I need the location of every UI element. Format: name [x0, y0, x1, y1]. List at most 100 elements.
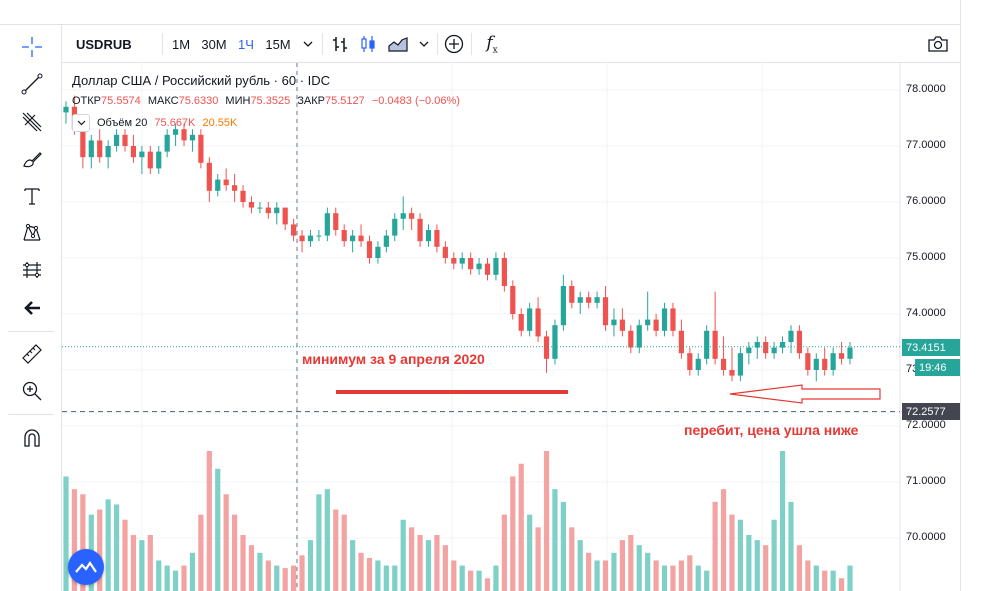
- volume-bar: [71, 489, 78, 591]
- candle-body: [341, 230, 347, 242]
- volume-bar: [628, 535, 634, 591]
- candle-body: [729, 370, 735, 376]
- pattern-tool-button[interactable]: [14, 216, 50, 250]
- interval-dropdown-button[interactable]: [298, 25, 318, 63]
- volume-bar: [324, 489, 330, 591]
- indicators-button[interactable]: fx: [477, 25, 507, 63]
- candle-body: [459, 258, 465, 264]
- volume-bar: [434, 535, 440, 591]
- candle-body: [156, 151, 162, 169]
- low-label: МИН: [225, 95, 251, 107]
- volume-bar: [763, 545, 769, 591]
- candle-body: [88, 140, 94, 158]
- brush-tool-button[interactable]: [14, 142, 50, 176]
- candle-body: [451, 258, 457, 264]
- cloud-logo-icon: [75, 561, 97, 573]
- interval-30m-label: 30M: [201, 36, 227, 52]
- interval-30m-button[interactable]: 30M: [198, 25, 230, 63]
- measure-tool-button[interactable]: [14, 337, 50, 371]
- volume-bar: [139, 540, 145, 591]
- candle-body: [552, 325, 558, 359]
- fib-tool-button[interactable]: [14, 105, 50, 139]
- volume-bar: [510, 476, 516, 591]
- top-toolbar: USDRUB 1M 30M 1Ч 15M: [0, 25, 960, 63]
- volume-bar: [586, 552, 592, 591]
- volume-bar: [215, 468, 221, 591]
- volume-bar: [459, 565, 465, 591]
- interval-1m-button[interactable]: 1M: [168, 25, 194, 63]
- candle-body: [771, 347, 777, 354]
- area-chart-type-button[interactable]: [384, 25, 412, 63]
- volume-bar: [779, 451, 786, 591]
- candles-chart-type-button[interactable]: [354, 25, 382, 63]
- volume-bar: [383, 565, 389, 591]
- back-arrow-button[interactable]: [14, 291, 50, 325]
- volume-bar: [712, 501, 718, 591]
- volume-bar: [451, 560, 457, 591]
- candle-body: [400, 213, 406, 219]
- high-value: 75.6330: [178, 95, 219, 107]
- pattern-icon: [23, 223, 41, 241]
- price-chart[interactable]: [62, 63, 960, 591]
- toolbar-divider: [8, 331, 54, 332]
- volume-bar: [164, 565, 170, 591]
- arrow-left-icon: [24, 301, 40, 315]
- magnet-mode-button[interactable]: [14, 421, 50, 455]
- volume-bar: [796, 545, 803, 591]
- toolbar-divider: [162, 33, 163, 55]
- prediction-tool-button[interactable]: [14, 253, 50, 287]
- candle-body: [510, 286, 516, 314]
- candle-body: [358, 235, 364, 242]
- high-label: МАКС: [147, 95, 179, 107]
- price-axis-label: 75.0000: [906, 251, 946, 263]
- volume-bar: [720, 489, 727, 591]
- candle-body: [484, 263, 491, 275]
- crosshair-tool-button[interactable]: [14, 30, 50, 64]
- volume-bar: [527, 514, 533, 591]
- chart-type-dropdown-button[interactable]: [414, 25, 434, 63]
- volume-bar: [350, 540, 356, 591]
- crosshair-icon: [22, 37, 42, 57]
- screenshot-button[interactable]: [923, 25, 953, 63]
- candle-body: [678, 330, 684, 354]
- volume-bar: [274, 565, 280, 591]
- plus-circle-icon: [444, 34, 464, 54]
- drawing-toolbar: [0, 25, 62, 591]
- legend-collapse-button[interactable]: [72, 114, 90, 132]
- candle-body: [594, 297, 600, 303]
- candle-body: [223, 179, 229, 186]
- candle-body: [113, 134, 120, 146]
- volume-bar: [577, 540, 583, 591]
- volume-bar: [265, 560, 271, 591]
- text-tool-button[interactable]: [14, 179, 50, 213]
- open-label: ОТКР: [72, 95, 102, 107]
- price-axis-label: 74.0000: [906, 307, 946, 319]
- volume-bar: [189, 552, 196, 591]
- candle-body: [333, 213, 339, 230]
- volume-bar: [484, 578, 491, 591]
- candle-body: [619, 319, 625, 331]
- candle-body: [543, 336, 550, 359]
- volume-bar: [223, 494, 229, 591]
- candle-body: [720, 358, 727, 370]
- tradingview-logo[interactable]: [68, 549, 104, 585]
- volume-bar: [493, 565, 499, 591]
- symbol-search-button[interactable]: USDRUB: [68, 25, 160, 63]
- zoom-tool-button[interactable]: [14, 374, 50, 408]
- interval-1h-button[interactable]: 1Ч: [233, 25, 259, 63]
- open-value: 75.5574: [101, 95, 141, 107]
- candle-body: [232, 185, 238, 191]
- compare-add-button[interactable]: [441, 25, 467, 63]
- interval-15m-button[interactable]: 15M: [262, 25, 294, 63]
- trend-line-tool-button[interactable]: [14, 67, 50, 101]
- candle-body: [417, 218, 423, 242]
- candle-body: [586, 297, 592, 303]
- volume-bar: [172, 570, 179, 591]
- candle-body: [813, 358, 819, 370]
- volume-bar: [147, 535, 153, 591]
- volume-bar: [366, 557, 373, 591]
- candle-body: [350, 235, 356, 242]
- candle-body: [122, 134, 128, 146]
- bar-chart-type-button[interactable]: [326, 25, 354, 63]
- volume-ma-value: 20.55K: [202, 117, 238, 129]
